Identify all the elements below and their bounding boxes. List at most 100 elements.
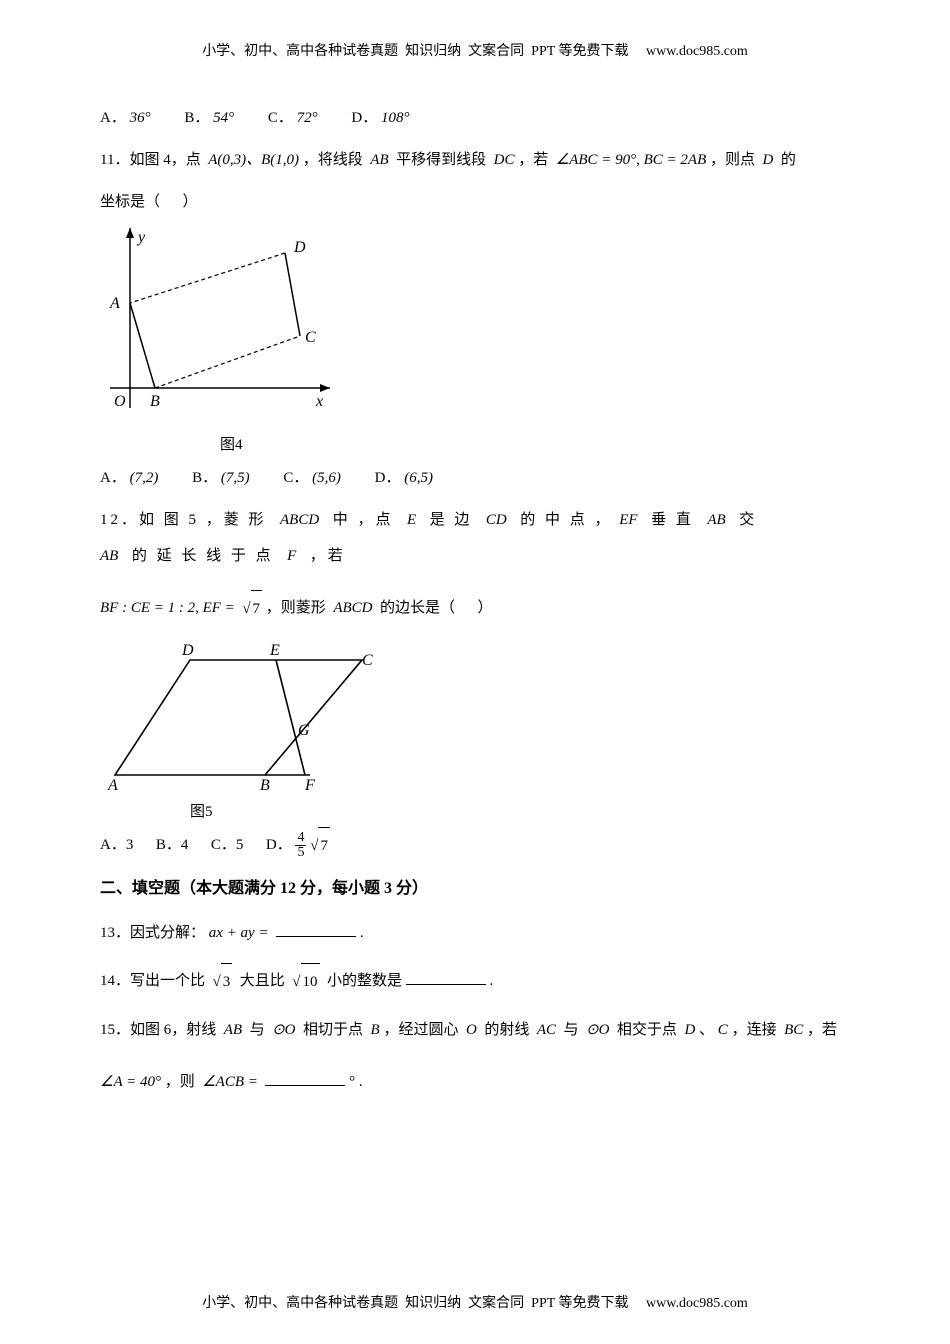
q11-text-b: ，将线段 xyxy=(303,152,367,168)
q12-text-g: 的 延 长 线 于 点 xyxy=(125,548,280,564)
q14-text-a: 14．写出一个比 xyxy=(100,973,209,989)
q11-cond: ∠ABC = 90°, BC = 2AB xyxy=(556,152,707,168)
q11-seg-dc: DC xyxy=(494,152,515,168)
q12-F: F xyxy=(287,548,296,564)
fig4-label-D: D xyxy=(293,239,306,256)
q14-tail: . xyxy=(490,973,494,989)
q12-text-j: 的边长是（ ） xyxy=(376,600,492,616)
q10-D-label: D． xyxy=(351,110,377,126)
q11-text-g: 坐标是（ ） xyxy=(100,194,198,210)
q15-line2: ∠A = 40° ，则 ∠ACB = ° . xyxy=(100,1064,850,1100)
fig4-label-B: B xyxy=(150,393,160,410)
q12-AB2: AB xyxy=(100,548,118,564)
q11-options: A． (7,2) B． (7,5) C． (5,6) D． (6,5) xyxy=(100,460,850,496)
q11-text-f: 的 xyxy=(777,152,796,168)
q15-AC: AC xyxy=(537,1022,556,1038)
q15-text-k: ，则 xyxy=(165,1074,199,1090)
q14-sqrt10: √10 xyxy=(292,963,319,1000)
q15-text-h: 、 xyxy=(699,1022,714,1038)
q12-D-label: D． xyxy=(266,837,292,853)
q15-Bpt: B xyxy=(371,1022,380,1038)
q15-text-e: 的射线 xyxy=(481,1022,534,1038)
q11-A-label: A． xyxy=(100,470,126,486)
q14-sqrt3: √3 xyxy=(213,963,233,1000)
q15-BC: BC xyxy=(784,1022,803,1038)
q15-text-c: 相切于点 xyxy=(299,1022,367,1038)
q13-expr: ax + ay = xyxy=(209,925,273,941)
q15-text-i: ，连接 xyxy=(732,1022,781,1038)
q12-text-e: 垂 直 xyxy=(644,512,700,528)
figure-4: A O B x y D C 图4 xyxy=(100,228,850,454)
q11-text-a: 11．如图 4，点 xyxy=(100,152,204,168)
page-container: 小学、初中、高中各种试卷真题 知识归纳 文案合同 PPT 等免费下载 www.d… xyxy=(0,0,950,1344)
page-header: 小学、初中、高中各种试卷真题 知识归纳 文案合同 PPT 等免费下载 www.d… xyxy=(100,40,850,60)
q11-line1: 11．如图 4，点 A(0,3)、B(1,0) ，将线段 AB 平移得到线段 D… xyxy=(100,142,850,178)
section-2-title: 二、填空题（本大题满分 12 分，每小题 3 分） xyxy=(100,870,850,908)
q14-blank xyxy=(406,969,486,985)
q15-text-f: 与 xyxy=(560,1022,583,1038)
fig5-E: E xyxy=(269,642,280,659)
header-text: 小学、初中、高中各种试卷真题 知识归纳 文案合同 PPT 等免费下载 www.d… xyxy=(202,44,748,59)
q12-CD: CD xyxy=(486,512,507,528)
q12-text-c: 是 边 xyxy=(423,512,479,528)
q12-line2: BF : CE = 1 : 2, EF = √7 ，则菱形 ABCD 的边长是（… xyxy=(100,590,850,627)
q12-text-f: 交 xyxy=(732,512,764,528)
q12-C: C．5 xyxy=(211,837,244,853)
q11-C-value: (5,6) xyxy=(312,470,341,486)
fig5-F: F xyxy=(304,777,315,794)
q15-AB: AB xyxy=(224,1022,242,1038)
q13-blank xyxy=(276,921,356,937)
q12-B: B．4 xyxy=(156,837,189,853)
figure-4-svg: A O B x y D C xyxy=(100,228,340,428)
q14-text-c: 小的整数是 xyxy=(323,973,402,989)
fig5-C: C xyxy=(362,652,373,669)
q12-text-i: ，则菱形 xyxy=(266,600,330,616)
fig5-A: A xyxy=(107,777,118,794)
q15-line1: 15．如图 6，射线 AB 与 ⊙O 相切于点 B ，经过圆心 O 的射线 AC… xyxy=(100,1012,850,1048)
q10-B-label: B． xyxy=(184,110,209,126)
q12-text-b: 中 ，点 xyxy=(326,512,400,528)
q15-D: D xyxy=(684,1022,695,1038)
q10-A-label: A． xyxy=(100,110,126,126)
figure-4-caption: 图4 xyxy=(220,433,850,454)
q15-Cpt: C xyxy=(718,1022,728,1038)
q15-angle: ∠A = 40° xyxy=(100,1074,161,1090)
figure-5-svg: A B F C D E G xyxy=(100,635,380,795)
q15-text-j: ，若 xyxy=(807,1022,837,1038)
q15-text-b: 与 xyxy=(246,1022,269,1038)
fig5-B: B xyxy=(260,777,270,794)
q11-text-d: ，若 xyxy=(518,152,552,168)
q11-A-value: (7,2) xyxy=(130,470,159,486)
q11-D-label: D． xyxy=(375,470,401,486)
q14-text-b: 大且比 xyxy=(236,973,289,989)
q11-C-label: C． xyxy=(283,470,308,486)
q15-degree: ° . xyxy=(349,1074,363,1090)
q15-text-d: ，经过圆心 xyxy=(383,1022,462,1038)
figure-5-caption: 图5 xyxy=(190,800,850,821)
fig4-label-y: y xyxy=(136,229,146,246)
q12-A: A．3 xyxy=(100,837,133,853)
fig5-G: G xyxy=(298,722,310,739)
q10-C-value: 72° xyxy=(297,110,318,126)
fig5-D: D xyxy=(181,642,194,659)
q11-B-value: (7,5) xyxy=(221,470,250,486)
q15-O: O xyxy=(466,1022,477,1038)
q12-E: E xyxy=(407,512,416,528)
q12-ABCD: ABCD xyxy=(280,512,319,528)
q10-options: A． 36° B． 54° C． 72° D． 108° xyxy=(100,100,850,136)
q12-options: A．3 B．4 C．5 D． 4 5 √7 xyxy=(100,827,850,864)
q12-text-h: ，若 xyxy=(303,548,346,564)
q15-blank xyxy=(265,1070,345,1086)
q11-text-c: 平移得到线段 xyxy=(392,152,490,168)
q10-C-label: C． xyxy=(268,110,293,126)
q12-D-frac: 4 5 xyxy=(295,831,306,860)
q11-text-e: ，则点 xyxy=(710,152,759,168)
q12-text-d: 的 中 点 ， xyxy=(513,512,612,528)
q12-EF: EF xyxy=(619,512,637,528)
fig4-label-C: C xyxy=(305,329,316,346)
q12-D-sqrt: √7 xyxy=(310,827,330,864)
q12-AB: AB xyxy=(707,512,725,528)
q11-pt-d: D xyxy=(763,152,774,168)
q14: 14．写出一个比 √3 大且比 √10 小的整数是 . xyxy=(100,963,850,1000)
q10-A-value: 36° xyxy=(130,110,151,126)
